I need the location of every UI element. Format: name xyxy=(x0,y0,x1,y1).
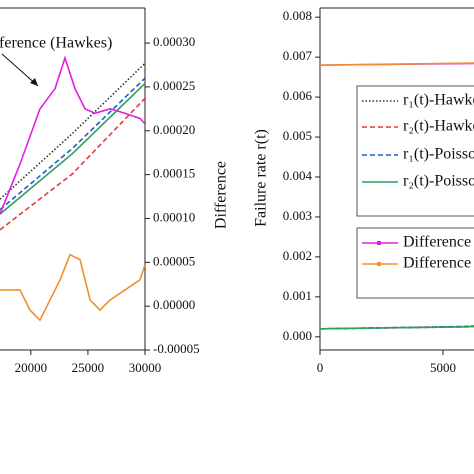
y-tick-label: 0.003 xyxy=(283,208,312,223)
annotation-arrow xyxy=(1,53,39,87)
legend-marker xyxy=(377,262,381,266)
data-line xyxy=(0,82,145,215)
x-tick-label: 5000 xyxy=(430,360,456,375)
data-line xyxy=(0,62,145,200)
y-axis-label: Failure rate r(t) xyxy=(253,129,270,227)
y2-axis-label: Difference xyxy=(213,161,230,229)
data-line xyxy=(0,97,145,231)
plot-area xyxy=(0,55,145,322)
y-tick-label: 0.002 xyxy=(283,248,312,263)
y-tick-label: 0.00015 xyxy=(153,166,195,181)
y-tick-label: 0.00000 xyxy=(153,297,195,312)
x-tick-label: 0 xyxy=(317,360,324,375)
y-tick-label: 0.00010 xyxy=(153,209,195,224)
data-line xyxy=(320,62,474,66)
y-tick-label: -0.00005 xyxy=(153,341,200,356)
data-line xyxy=(320,325,474,330)
x-tick-label: 25000 xyxy=(72,360,105,375)
legend-label: r₁(t)-Hawkes xyxy=(403,92,474,109)
y-tick-label: 0.001 xyxy=(283,288,312,303)
arrow-head xyxy=(30,78,38,86)
plot-area xyxy=(320,62,474,330)
y-tick-label: 0.008 xyxy=(283,8,312,23)
x-tick-label: 30000 xyxy=(129,360,162,375)
legend-label: Difference (Poisson) xyxy=(403,255,474,272)
y-tick-label: 0.00025 xyxy=(153,78,195,93)
legend-marker xyxy=(377,241,381,245)
data-line xyxy=(0,253,145,322)
y-tick-label: 0.007 xyxy=(283,48,313,63)
legend-box xyxy=(356,85,474,217)
legend-label: Difference (Hawkes) xyxy=(403,234,474,251)
y-tick-label: 0.006 xyxy=(283,88,313,103)
legend-label: r₁(t)-Poisson xyxy=(403,146,474,163)
y-tick-label: 0.00005 xyxy=(153,253,195,268)
y-tick-label: 0.005 xyxy=(283,128,312,143)
y-tick-label: 0.00030 xyxy=(153,34,195,49)
legend-label: r₂(t)-Poisson xyxy=(403,173,474,190)
x-tick-label: 20000 xyxy=(15,360,48,375)
data-line xyxy=(0,55,145,215)
y-tick-label: 0.00020 xyxy=(153,122,195,137)
y-tick-label: 0.000 xyxy=(283,328,312,343)
legend-box xyxy=(356,227,474,299)
data-line xyxy=(0,77,145,211)
y-tick-label: 0.004 xyxy=(283,168,313,183)
annotation: Difference (Hawkes) xyxy=(0,35,112,52)
legend-label: r₂(t)-Hawkes xyxy=(403,118,474,135)
